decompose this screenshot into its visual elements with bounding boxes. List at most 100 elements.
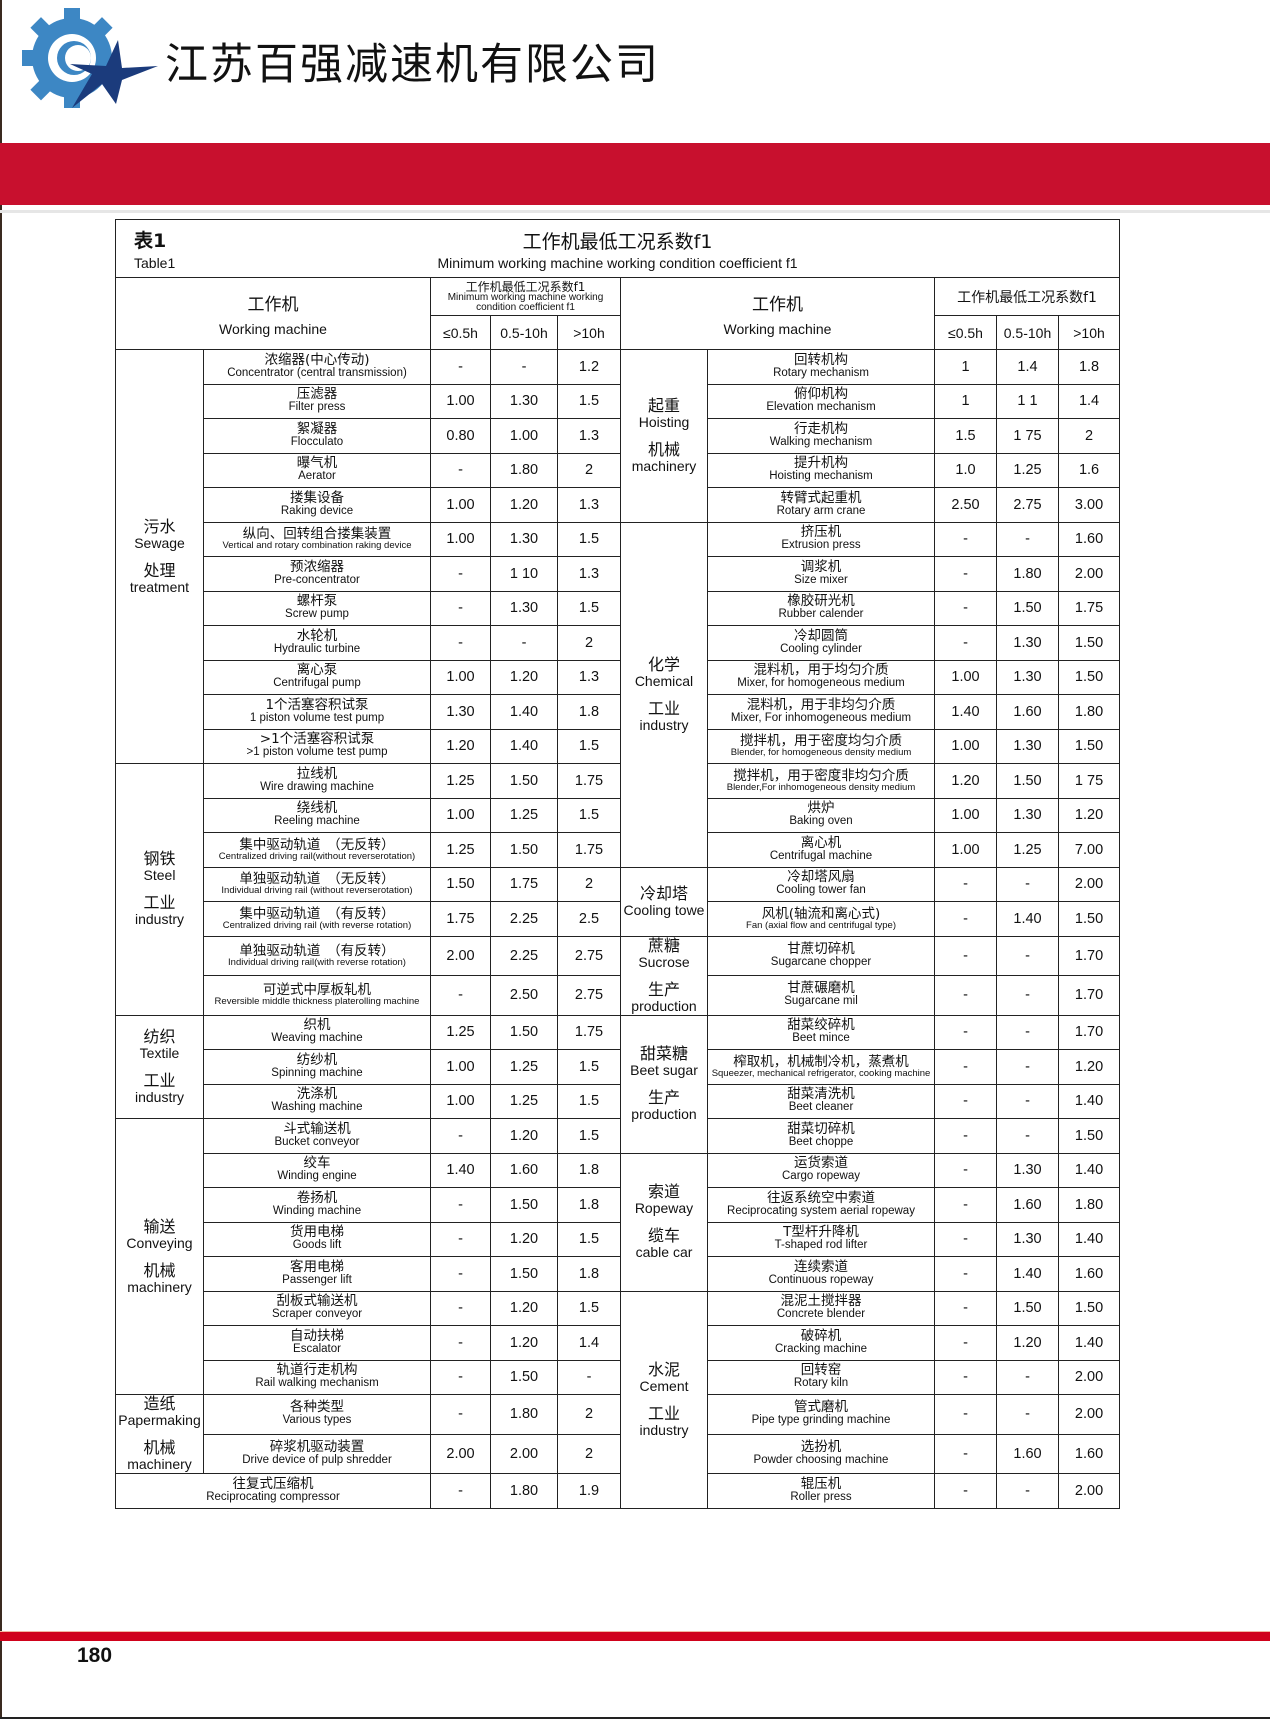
table-row: 离心泵 Centrifugal pump 1.00 1.20 1.3 混料机，用于均匀介质…	[116, 659, 1121, 695]
table-row: 客用电梯 Passenger lift -1.50 1.8 连续索道 Continuous…	[116, 1256, 1121, 1292]
machine-name-zh: 往复式压缩机	[232, 1475, 314, 1492]
coefficient-short: -	[934, 1290, 997, 1326]
coefficient-mid: 2.25	[490, 935, 558, 976]
machine-name-en: Centralized driving rail(without reverse…	[218, 850, 416, 862]
footer-band	[0, 1631, 1270, 1641]
machine-name-zh: 搅拌机，用于密度均匀介质	[740, 733, 902, 750]
coefficient-long: 1.2	[557, 349, 621, 385]
coefficient-mid: 1.20	[490, 1325, 558, 1361]
coefficient-short: -	[430, 1290, 491, 1326]
machine-name-zh: 絮凝器	[296, 420, 338, 437]
coefficient-short: -	[934, 1256, 997, 1292]
coefficient-mid: 2.75	[996, 487, 1059, 523]
coefficient-short: -	[430, 1118, 491, 1154]
coefficient-long: 1.5	[557, 728, 621, 764]
machine-name-en: Size mixer	[794, 573, 848, 586]
category-cell: 污水 Sewage 处理 treatment	[115, 349, 204, 764]
machine-name-cell: 压滤器 Filter press	[203, 383, 431, 419]
coefficient-short: -	[934, 1118, 997, 1154]
category-cell: 纺织 Textile 工业 industry	[115, 1014, 204, 1119]
category-label: Hoisting	[638, 413, 690, 430]
machine-name-en: Individual driving rail (without reverse…	[221, 885, 413, 897]
category-label: 输送	[143, 1216, 176, 1236]
coefficient-long: 1.75	[557, 763, 621, 799]
coefficient-short: 1.40	[934, 694, 997, 730]
machine-name-zh: 俯仰机构	[794, 386, 848, 403]
category-label: production	[631, 1106, 697, 1122]
coefficient-long: 2	[557, 866, 621, 902]
machine-name-en: Various types	[282, 1414, 352, 1427]
machine-name-en: Cargo ropeway	[782, 1170, 860, 1183]
header-coefficient-right: 工作机最低工况系数f1	[933, 277, 1121, 316]
machine-name-en: Beet choppe	[788, 1135, 854, 1148]
table-row: 可逆式中厚板轧机 Reversible middle thickness plat…	[116, 975, 1121, 1016]
coefficient-short: 1.00	[430, 521, 491, 557]
coefficient-long: 1.5	[557, 590, 621, 626]
machine-name-cell: 可逆式中厚板轧机 Reversible middle thickness plat…	[203, 975, 431, 1016]
coefficient-mid: -	[996, 1473, 1059, 1509]
coefficient-mid: 1.20	[490, 1290, 558, 1326]
coefficient-short: -	[934, 1433, 997, 1474]
category-label: 工业	[143, 893, 176, 913]
machine-name-en: Squeezer, mechanical refrigerator, cooki…	[711, 1067, 931, 1079]
machine-name-cell: 调浆机 Size mixer	[707, 556, 935, 592]
coefficient-short: 1	[934, 383, 997, 419]
header-coef-zh: 工作机最低工况系数f1	[465, 279, 586, 294]
category-label: Papermaking	[118, 1412, 201, 1428]
category-cell: 化学 Chemical 工业 industry	[620, 521, 708, 868]
machine-name-en: Centrifugal pump	[273, 677, 361, 690]
coefficient-long: 2	[557, 625, 621, 661]
coefficient-long: 1.5	[557, 1118, 621, 1154]
machine-name-zh: 往返系统空中索道	[767, 1189, 875, 1206]
machine-name-cell: 绞车 Winding engine	[203, 1152, 431, 1188]
coefficient-mid: 1.60	[996, 1187, 1059, 1223]
machine-name-zh: 客用电梯	[290, 1258, 344, 1275]
table-row: 绕线机 Reeling machine 1.00 1.25 1.5 烘炉 Baking ov…	[116, 797, 1121, 833]
machine-name-en: Cooling tower fan	[776, 884, 866, 897]
table-row: 单独驱动轨道 （无反转） Individual driving rail (wit…	[116, 866, 1121, 937]
coefficient-long: 2.75	[557, 935, 621, 976]
machine-name-zh: 轨道行走机构	[276, 1362, 358, 1379]
coefficient-short: 2.00	[430, 1433, 491, 1474]
machine-name-en: Blender, for homogeneous density medium	[730, 747, 912, 759]
machine-name-zh: T型杆升降机	[783, 1224, 859, 1241]
category-label: 蔗糖	[647, 935, 680, 955]
coefficient-mid: 1.30	[996, 659, 1059, 695]
machine-name-en: Rail walking mechanism	[255, 1377, 379, 1390]
category-label: industry	[134, 1088, 185, 1105]
table-row: 轨道行走机构 Rail walking mechanism -1.50- 回转窑 Rot…	[116, 1359, 1121, 1395]
machine-name-zh: 甘蔗切碎机	[787, 940, 855, 957]
category-cell: 甜菜糖 Beet sugar 生产 production	[620, 1014, 708, 1154]
category-label: Steel	[143, 867, 176, 884]
coefficient-long: 1.6	[1057, 452, 1121, 488]
category-label: cable car	[635, 1244, 693, 1260]
machine-name-zh: 提升机构	[794, 455, 848, 472]
machine-name-cell: 连续索道 Continuous ropeway	[707, 1256, 935, 1292]
table-row: 集中驱动轨道 （有反转） Centralized driving rail (wi…	[116, 901, 1121, 937]
machine-name-en: Walking mechanism	[769, 435, 873, 448]
coefficient-mid: 1.30	[490, 590, 558, 626]
machine-name-zh: >1个活塞容积试泵	[259, 731, 375, 748]
table-row: 洗涤机 Washing machine 1.00 1.25 1.5 甜菜清洗机 Beet c…	[116, 1083, 1121, 1119]
category-label: 工业	[647, 698, 680, 718]
coefficient-short: -	[934, 901, 997, 937]
category-label: Beet sugar	[630, 1062, 698, 1078]
machine-name-cell: 货用电梯 Goods lift	[203, 1221, 431, 1257]
machine-name-zh: 行走机构	[794, 420, 848, 437]
table-row: 刮板式输送机 Scraper conveyor -1.20 1.5 水泥 Cement 工业…	[116, 1290, 1121, 1509]
coefficient-long: 1.80	[1057, 1187, 1121, 1223]
coefficient-short: 1.20	[430, 728, 491, 764]
machine-name-cell: 搂集设备 Raking device	[203, 487, 431, 523]
coefficient-mid: 1.00	[490, 418, 558, 454]
coefficient-long: 2	[557, 1394, 621, 1435]
coefficient-mid: 1.40	[996, 1256, 1059, 1292]
machine-name-cell: 甘蔗碾磨机 Sugarcane mil	[707, 975, 935, 1016]
category-label: 生产	[647, 1088, 680, 1107]
coefficient-long: 2.00	[1057, 1473, 1121, 1509]
header-band	[0, 143, 1270, 205]
category-label: 水泥	[647, 1359, 680, 1379]
coefficient-short: -	[430, 1359, 491, 1395]
table-row: 货用电梯 Goods lift -1.20 1.5 T型杆升降机 T-shaped rod…	[116, 1221, 1121, 1257]
machine-name-en: Drive device of pulp shredder	[242, 1453, 392, 1466]
machine-name-zh: 绕线机	[296, 800, 338, 817]
